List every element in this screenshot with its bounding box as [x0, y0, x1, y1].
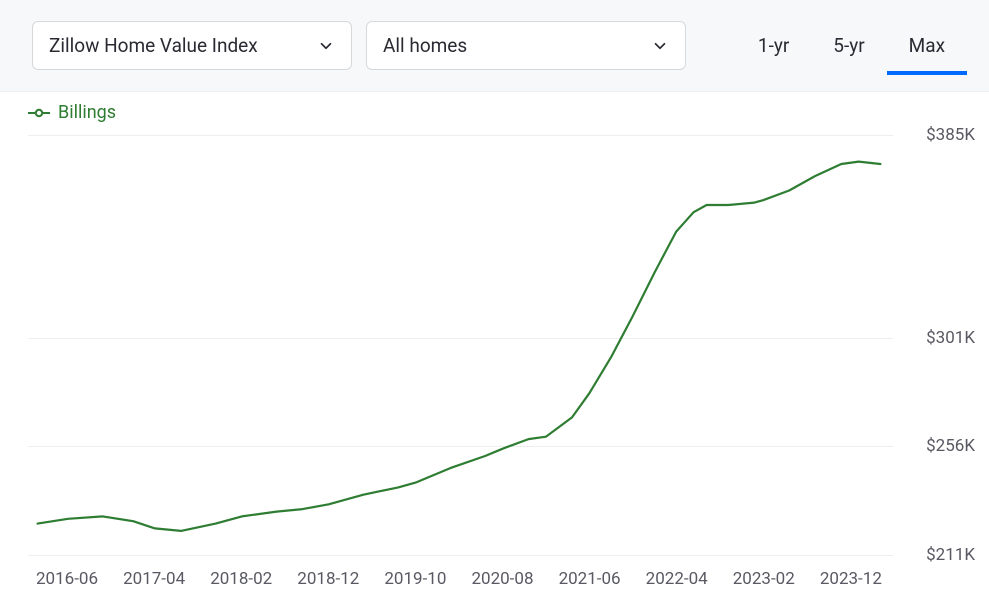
- metric-dropdown-label: Zillow Home Value Index: [49, 34, 258, 57]
- x-tick-label: 2018-12: [297, 569, 359, 589]
- x-tick-label: 2019-10: [384, 569, 446, 589]
- range-tab-5yr[interactable]: 5-yr: [811, 20, 886, 75]
- range-tab-1yr[interactable]: 1-yr: [736, 20, 811, 75]
- controls-bar: Zillow Home Value Index All homes 1-yr 5…: [0, 0, 989, 92]
- x-tick-label: 2020-08: [471, 569, 533, 589]
- y-tick-label: $211K: [926, 545, 975, 565]
- x-tick-label: 2023-12: [820, 569, 882, 589]
- metric-dropdown[interactable]: Zillow Home Value Index: [32, 21, 352, 70]
- x-tick-label: 2016-06: [36, 569, 98, 589]
- range-tab-max[interactable]: Max: [887, 20, 967, 75]
- type-dropdown-label: All homes: [383, 34, 467, 57]
- y-tick-label: $385K: [926, 125, 975, 145]
- legend-marker-icon: [28, 107, 50, 119]
- chevron-down-icon: [651, 37, 669, 55]
- y-tick-label: $301K: [926, 328, 975, 348]
- x-axis: 2016-06 2017-04 2018-02 2018-12 2019-10 2020-…: [36, 569, 882, 589]
- x-tick-label: 2021-06: [559, 569, 621, 589]
- x-tick-label: 2022-04: [646, 569, 708, 589]
- x-tick-label: 2018-02: [210, 569, 272, 589]
- chart-legend: Billings: [0, 92, 989, 129]
- y-tick-label: $256K: [926, 436, 975, 456]
- chart-line: [0, 129, 890, 559]
- chart-area: $385K$301K$256K$211K2016-062017-042018-0…: [0, 129, 989, 599]
- type-dropdown[interactable]: All homes: [366, 21, 686, 70]
- range-tabs: 1-yr 5-yr Max: [736, 18, 967, 73]
- legend-series-label: Billings: [58, 102, 116, 123]
- chevron-down-icon: [317, 37, 335, 55]
- x-tick-label: 2023-02: [733, 569, 795, 589]
- x-tick-label: 2017-04: [123, 569, 185, 589]
